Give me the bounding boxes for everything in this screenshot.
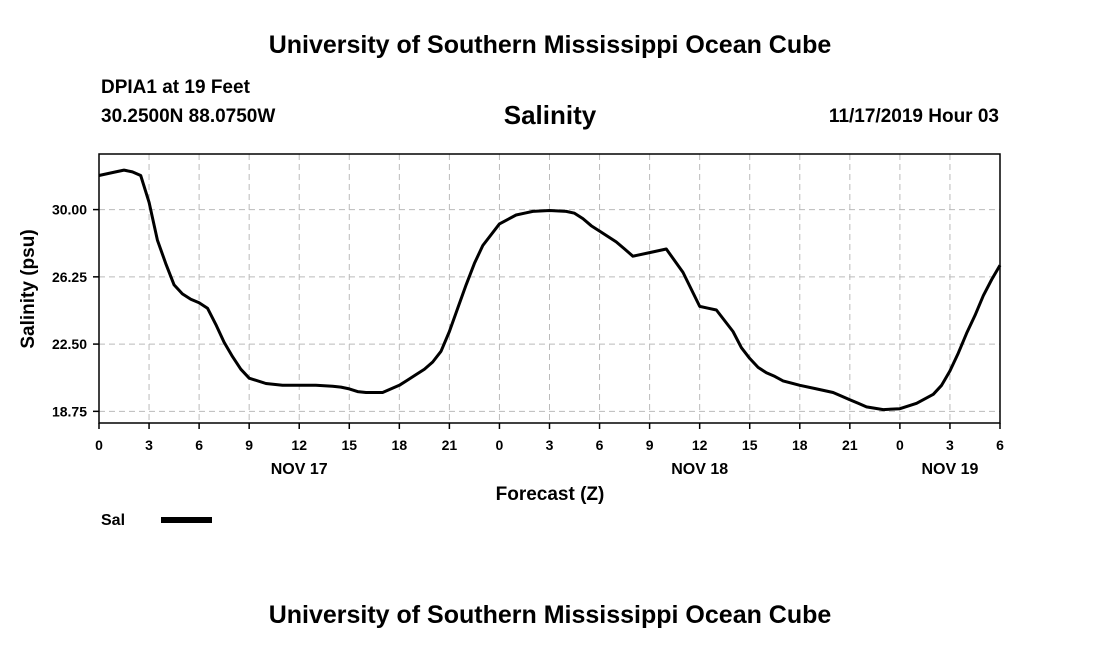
legend: Sal: [101, 512, 212, 529]
x-tick-label: 3: [946, 437, 954, 453]
y-tick-label: 22.50: [52, 336, 87, 352]
x-tick-label: 3: [145, 437, 153, 453]
x-tick-label: 18: [392, 437, 408, 453]
x-tick-label: 18: [792, 437, 808, 453]
y-axis-label: Salinity (psu): [18, 229, 39, 348]
x-tick-label: 6: [596, 437, 604, 453]
top-title: University of Southern Mississippi Ocean…: [268, 31, 832, 59]
x-tick-label: 21: [442, 437, 458, 453]
station-label: DPIA1 at 19 Feet: [101, 77, 250, 98]
x-tick-label: 9: [646, 437, 654, 453]
series-line-sal: [98, 168, 1002, 412]
x-axis-label: Forecast (Z): [496, 484, 605, 505]
bottom-title: University of Southern Mississippi Ocean…: [268, 601, 832, 629]
x-day-label: NOV 18: [671, 461, 728, 478]
x-tick-label: 15: [341, 437, 357, 453]
x-day-label: NOV 19: [921, 461, 978, 478]
x-tick-label: 9: [245, 437, 253, 453]
x-tick-label: 6: [195, 437, 203, 453]
x-tick-label: 0: [896, 437, 904, 453]
x-tick-label: 15: [742, 437, 758, 453]
coordinates-label: 30.2500N 88.0750W: [101, 106, 276, 127]
x-tick-label: 6: [996, 437, 1004, 453]
axes: 0 3 6 9 12 15 18 21 0 3 6 9 12 15 18 21 0 3 6 18.75 22.50 26.…: [52, 202, 1004, 478]
x-tick-label: 0: [496, 437, 504, 453]
grid-lines: [99, 154, 1000, 423]
x-day-label: NOV 17: [271, 461, 328, 478]
x-tick-label: 12: [692, 437, 708, 453]
y-tick-label: 30.00: [52, 202, 87, 218]
x-tick-label: 12: [291, 437, 307, 453]
legend-label: Sal: [101, 512, 125, 529]
y-tick-label: 18.75: [52, 403, 87, 419]
datetime-label: 11/17/2019 Hour 03: [828, 106, 999, 127]
chart-title: Salinity: [504, 100, 597, 130]
y-tick-label: 26.25: [52, 269, 87, 285]
x-tick-label: 3: [546, 437, 554, 453]
x-tick-label: 21: [842, 437, 858, 453]
x-tick-label: 0: [95, 437, 103, 453]
